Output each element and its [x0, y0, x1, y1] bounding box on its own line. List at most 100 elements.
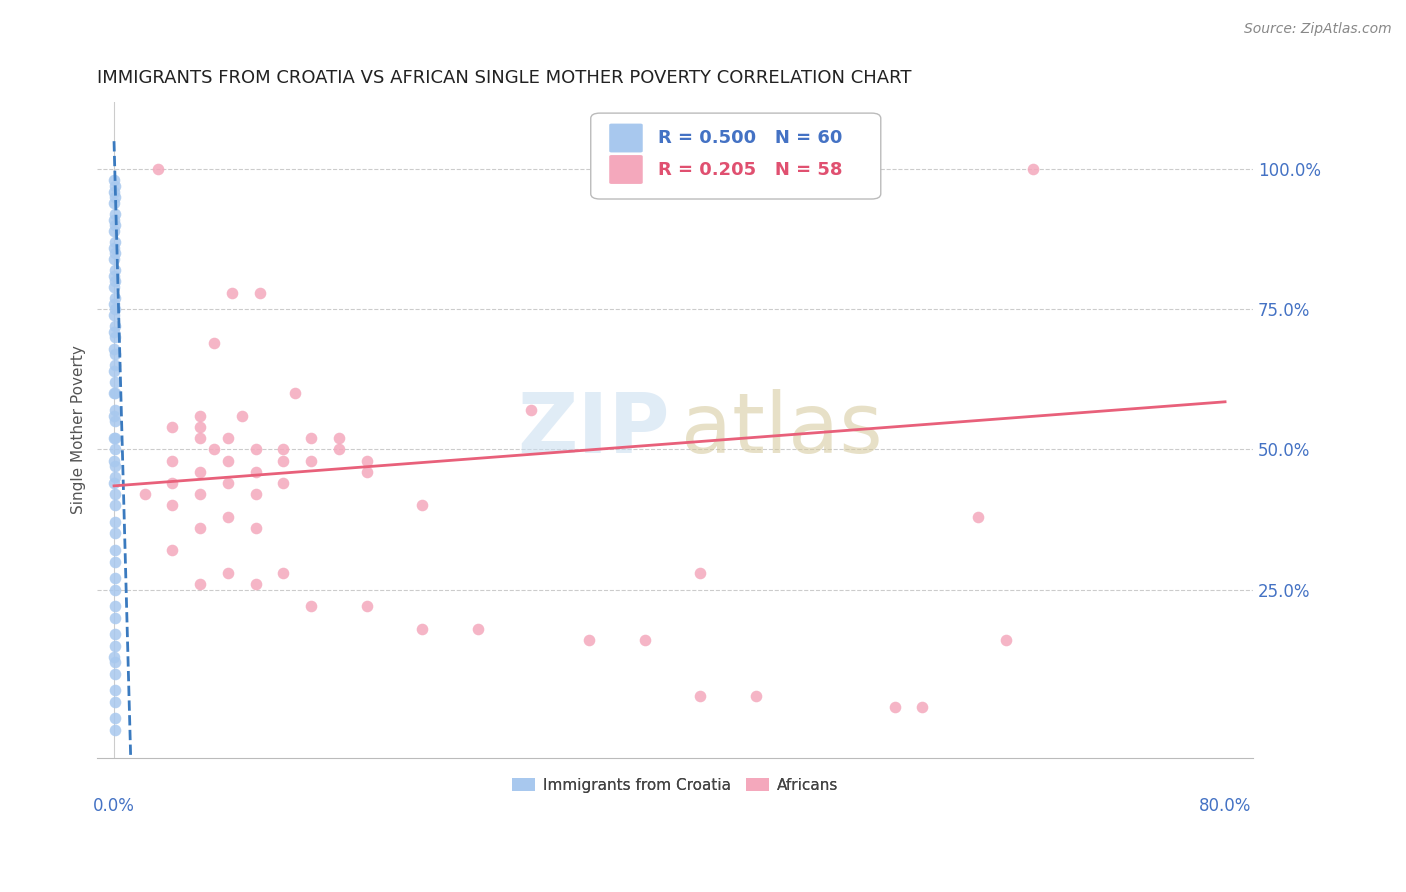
Text: R = 0.205   N = 58: R = 0.205 N = 58: [658, 161, 842, 178]
Point: [1022, 162, 1045, 177]
Point: [328, 442, 350, 457]
Point: [104, 639, 127, 653]
Point: [104, 526, 127, 541]
Point: [217, 509, 239, 524]
Point: [231, 409, 253, 423]
Point: [104, 302, 127, 317]
Point: [519, 403, 541, 417]
Point: [104, 499, 127, 513]
Text: 80.0%: 80.0%: [1199, 797, 1251, 814]
Point: [411, 499, 433, 513]
Point: [104, 487, 127, 501]
Point: [162, 543, 184, 558]
Point: [245, 442, 267, 457]
Point: [103, 325, 125, 339]
Point: [299, 453, 322, 467]
Point: [633, 632, 655, 647]
Point: [104, 459, 127, 474]
Point: [162, 453, 184, 467]
Text: R = 0.500   N = 60: R = 0.500 N = 60: [658, 129, 842, 147]
Point: [273, 453, 295, 467]
Point: [104, 555, 127, 569]
Point: [273, 442, 295, 457]
Point: [103, 241, 125, 255]
Point: [104, 666, 127, 681]
Point: [188, 577, 211, 591]
Point: [104, 207, 127, 221]
Point: [104, 599, 127, 614]
Point: [103, 212, 125, 227]
Point: [217, 476, 239, 491]
Point: [689, 566, 711, 580]
Point: [103, 308, 125, 322]
Point: [744, 689, 766, 703]
Point: [103, 342, 125, 356]
Point: [104, 571, 127, 585]
Point: [103, 649, 125, 664]
Point: [966, 509, 988, 524]
Point: [188, 487, 211, 501]
Point: [356, 599, 378, 614]
Point: [188, 420, 211, 434]
Point: [162, 499, 184, 513]
Point: [217, 566, 239, 580]
Point: [689, 689, 711, 703]
Text: Source: ZipAtlas.com: Source: ZipAtlas.com: [1244, 22, 1392, 37]
Y-axis label: Single Mother Poverty: Single Mother Poverty: [72, 345, 86, 515]
Point: [299, 431, 322, 445]
Point: [104, 263, 127, 277]
Point: [356, 465, 378, 479]
Point: [104, 330, 127, 344]
Point: [217, 453, 239, 467]
Point: [104, 610, 127, 624]
Point: [104, 375, 127, 389]
Point: [104, 319, 127, 334]
Point: [103, 224, 125, 238]
Point: [245, 465, 267, 479]
Point: [245, 577, 267, 591]
Point: [578, 632, 600, 647]
Point: [284, 386, 307, 401]
Text: ZIP: ZIP: [517, 389, 669, 470]
Point: [104, 403, 127, 417]
Point: [104, 627, 127, 641]
Point: [245, 521, 267, 535]
Point: [911, 700, 934, 714]
Point: [162, 476, 184, 491]
FancyBboxPatch shape: [609, 124, 643, 153]
Text: IMMIGRANTS FROM CROATIA VS AFRICAN SINGLE MOTHER POVERTY CORRELATION CHART: IMMIGRANTS FROM CROATIA VS AFRICAN SINGL…: [97, 69, 912, 87]
Point: [104, 711, 127, 725]
Point: [162, 420, 184, 434]
Point: [328, 431, 350, 445]
Point: [104, 516, 127, 530]
Point: [104, 470, 127, 484]
Point: [104, 414, 127, 428]
Point: [1272, 162, 1295, 177]
Point: [103, 453, 125, 467]
Point: [883, 700, 905, 714]
Point: [103, 476, 125, 491]
Point: [104, 582, 127, 597]
Point: [249, 285, 271, 300]
Point: [103, 431, 125, 445]
Point: [104, 723, 127, 737]
FancyBboxPatch shape: [591, 113, 880, 199]
Point: [103, 296, 125, 310]
Point: [104, 386, 127, 401]
Legend: Immigrants from Croatia, Africans: Immigrants from Croatia, Africans: [506, 772, 844, 799]
Point: [104, 695, 127, 709]
Point: [103, 252, 125, 266]
Point: [104, 179, 127, 194]
Point: [467, 622, 489, 636]
Point: [217, 431, 239, 445]
Point: [104, 246, 127, 260]
FancyBboxPatch shape: [609, 155, 643, 184]
Point: [134, 487, 156, 501]
Point: [148, 162, 170, 177]
Point: [104, 235, 127, 249]
Point: [104, 431, 127, 445]
Point: [221, 285, 243, 300]
Point: [103, 409, 125, 423]
Point: [104, 291, 127, 305]
Point: [994, 632, 1017, 647]
